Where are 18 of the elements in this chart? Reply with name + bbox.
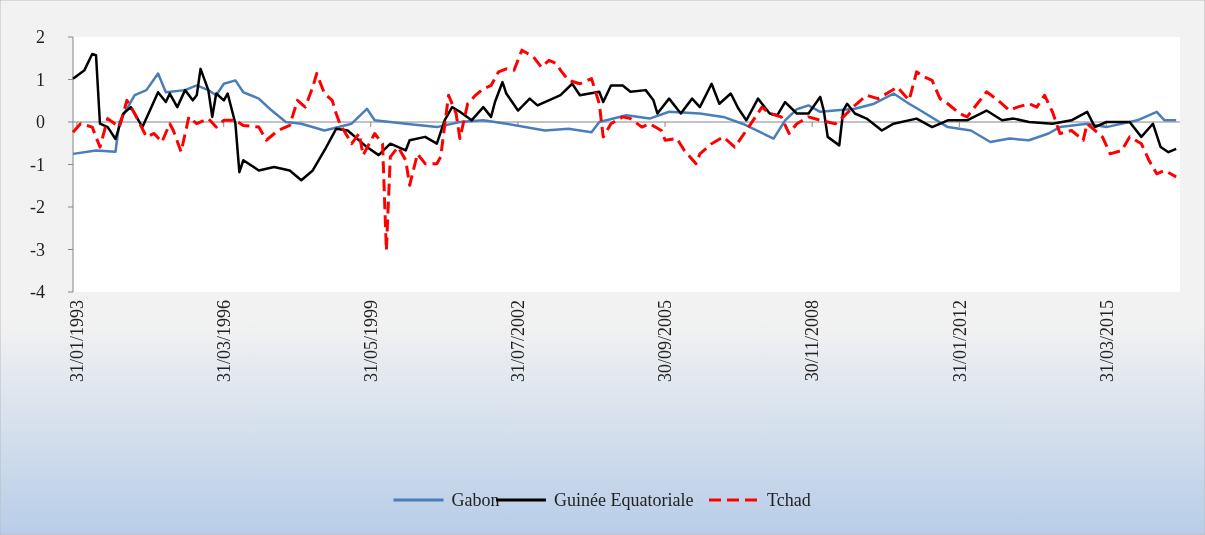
x-tick-label: 30/11/2008 [802,300,823,382]
x-tick-label: 31/01/1993 [67,300,88,383]
y-tick-label: -2 [30,197,45,218]
legend-label: Tchad [767,490,811,511]
x-tick-label: 31/03/1996 [214,300,235,383]
y-tick-label: 0 [36,112,45,133]
y-tick-label: -1 [30,154,45,175]
y-tick-label: -4 [30,282,45,303]
y-tick-label: 1 [36,69,45,90]
x-tick-label: 30/09/2005 [655,300,676,383]
y-tick-label: 2 [36,27,45,48]
x-tick-label: 31/05/1999 [361,300,382,383]
x-tick-label: 31/01/2012 [949,300,970,383]
x-tick-label: 31/03/2015 [1096,300,1117,383]
y-tick-label: -3 [30,239,45,260]
x-tick-label: 31/07/2002 [508,300,529,383]
legend-label: Gabon [451,490,500,511]
legend-label: Guinée Equatoriale [554,490,694,511]
